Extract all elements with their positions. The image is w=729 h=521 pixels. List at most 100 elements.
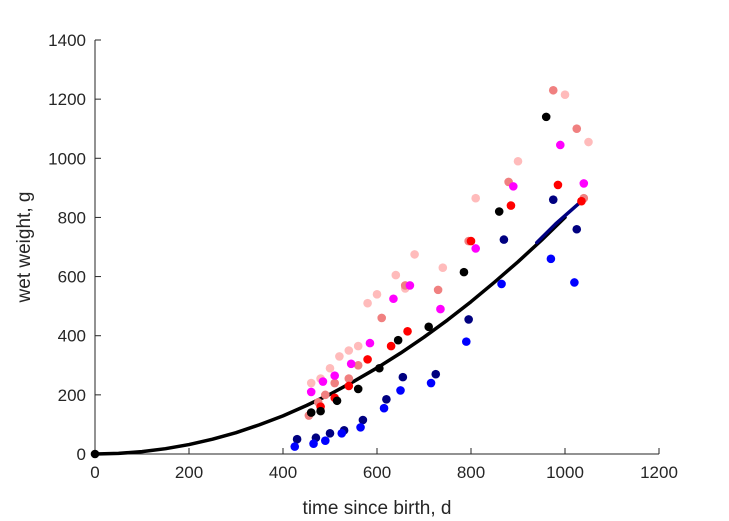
data-point-s1-6 [377, 313, 387, 323]
data-point-s3-3 [346, 359, 356, 369]
data-point-s4-10 [541, 112, 551, 122]
data-point-s6-11 [570, 278, 579, 287]
data-point-s6-0 [290, 442, 300, 451]
data-point-s3-0 [306, 387, 316, 397]
data-point-s3-7 [436, 304, 445, 314]
data-point-s4-5 [375, 363, 384, 373]
data-point-s4-4 [353, 384, 363, 394]
data-points [90, 85, 593, 459]
data-point-s6-3 [337, 429, 347, 438]
data-point-s6-2 [321, 436, 330, 445]
data-point-s0-8 [391, 270, 401, 280]
y-tick-label: 1400 [48, 31, 86, 50]
y-tick-label: 800 [58, 208, 86, 227]
data-point-s4-8 [459, 267, 469, 277]
data-point-s0-7 [372, 290, 382, 299]
data-point-s0-2 [325, 363, 335, 373]
y-ticks: 0 200 400 600 800 1000 1200 1400 [48, 31, 101, 464]
data-point-s3-9 [509, 182, 518, 191]
data-point-s6-7 [426, 378, 436, 388]
axes [94, 40, 659, 455]
y-tick-label: 600 [58, 268, 86, 287]
data-point-s1-3 [330, 378, 340, 388]
data-point-s1-8 [433, 285, 443, 295]
x-tick-label: 0 [90, 463, 99, 482]
y-tick-label: 200 [58, 386, 86, 405]
data-point-s5-0 [292, 434, 302, 444]
data-point-s3-10 [556, 140, 565, 150]
data-point-s1-2 [321, 390, 330, 400]
data-point-s2-7 [506, 201, 516, 210]
data-point-s4-6 [393, 335, 403, 345]
data-point-s5-7 [431, 369, 441, 379]
data-point-s0-6 [363, 298, 372, 308]
data-point-s5-10 [548, 195, 558, 204]
data-point-s2-9 [577, 196, 586, 206]
data-point-s6-10 [546, 254, 556, 264]
data-point-s0-3 [335, 352, 344, 361]
y-tick-label: 400 [58, 327, 86, 346]
data-point-s0-0 [306, 378, 316, 388]
x-tick-label: 1000 [546, 463, 584, 482]
data-point-s3-11 [579, 179, 589, 188]
data-point-s2-2 [344, 381, 354, 391]
data-point-s0-15 [584, 137, 593, 147]
data-point-s0-11 [438, 263, 448, 273]
data-point-s1-5 [353, 360, 363, 370]
fit-curve-0 [93, 215, 567, 456]
x-tick-label: 800 [457, 463, 485, 482]
y-tick-label: 0 [77, 445, 86, 464]
x-tick-label: 400 [269, 463, 297, 482]
y-axis-label: wet weight, g [14, 192, 35, 304]
data-point-s2-3 [363, 355, 372, 364]
x-axis-label: time since birth, d [303, 498, 452, 519]
data-point-s5-2 [325, 429, 335, 438]
data-point-s6-1 [309, 439, 318, 448]
data-point-s2-5 [403, 326, 412, 336]
data-point-s4-3 [332, 396, 342, 406]
data-point-s4-1 [306, 408, 316, 417]
data-point-s1-4 [344, 374, 354, 383]
data-point-s2-4 [386, 341, 396, 351]
data-point-s2-6 [466, 236, 476, 246]
y-tick-label: 1000 [48, 149, 86, 168]
data-point-s0-14 [560, 90, 570, 100]
x-ticks: 0 200 400 600 800 1000 1200 [90, 448, 678, 482]
data-point-s5-9 [499, 235, 509, 244]
data-point-s1-11 [548, 85, 558, 95]
x-tick-label: 1200 [640, 463, 678, 482]
data-point-s0-5 [353, 341, 363, 351]
data-point-s5-5 [382, 394, 391, 404]
data-point-s3-8 [471, 244, 481, 253]
data-point-s3-6 [405, 281, 415, 290]
data-point-s0-13 [513, 156, 523, 166]
data-point-s0-10 [410, 250, 419, 259]
data-point-s6-4 [356, 423, 365, 432]
x-tick-label: 600 [363, 463, 391, 482]
data-point-s5-8 [464, 315, 473, 324]
data-point-s4-9 [494, 207, 504, 216]
fit-curves [93, 199, 584, 456]
data-point-s5-6 [398, 372, 408, 382]
data-point-s1-12 [572, 124, 582, 134]
data-point-s4-0 [90, 449, 100, 459]
x-tick-label: 200 [175, 463, 203, 482]
data-point-s3-1 [318, 377, 328, 386]
data-point-s3-2 [330, 371, 340, 380]
data-point-s4-2 [316, 406, 325, 416]
data-point-s6-8 [462, 337, 471, 346]
data-point-s4-7 [424, 322, 434, 332]
data-point-s5-4 [358, 415, 368, 425]
data-point-s0-4 [344, 346, 354, 355]
data-point-s3-4 [365, 338, 375, 348]
data-point-s5-11 [572, 224, 582, 234]
data-point-s6-6 [396, 386, 405, 395]
data-point-s6-5 [379, 403, 389, 413]
fit-curve-1 [535, 199, 584, 245]
y-tick-label: 1200 [48, 90, 86, 109]
data-point-s6-9 [497, 279, 506, 289]
data-point-s0-12 [471, 193, 481, 203]
data-point-s2-8 [553, 180, 563, 190]
data-point-s3-5 [389, 294, 398, 304]
